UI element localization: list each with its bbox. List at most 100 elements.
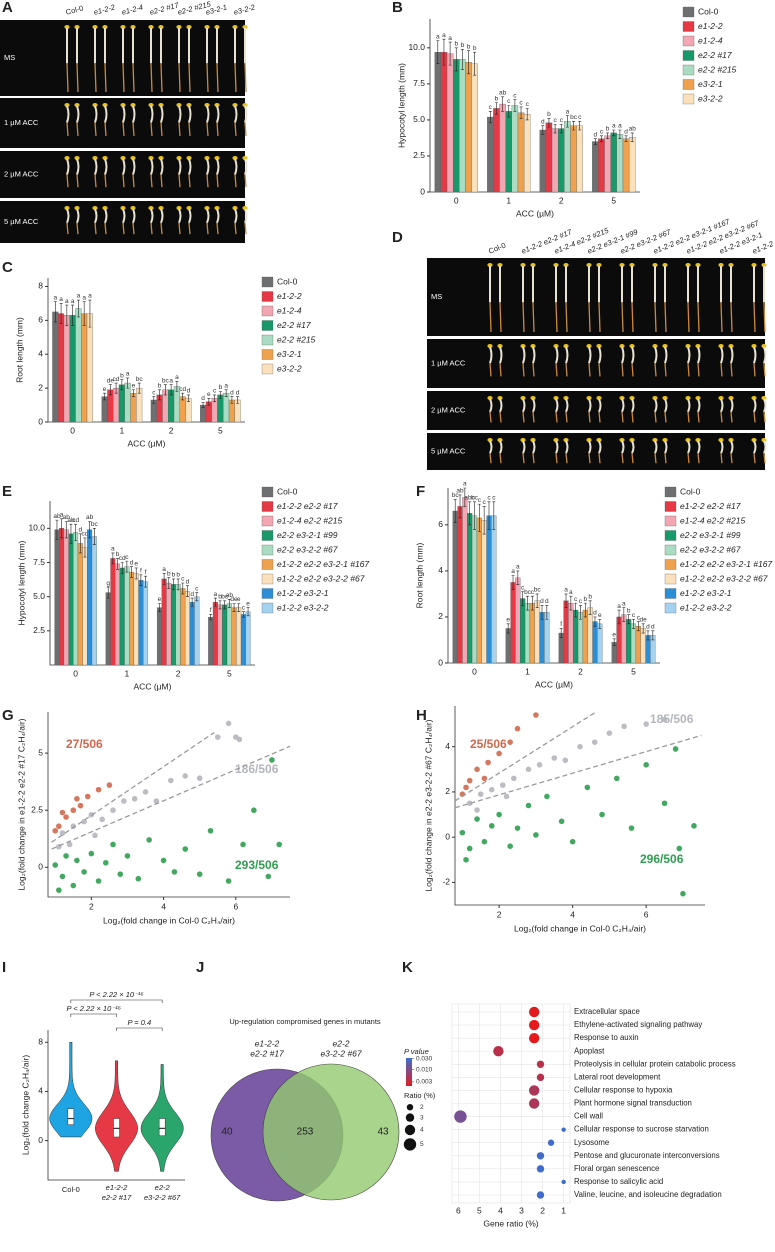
- bar: [73, 532, 79, 666]
- term-label: Floral organ senescence: [574, 1164, 659, 1173]
- error-bar: [565, 115, 569, 128]
- root: [188, 174, 191, 188]
- point: [106, 782, 113, 788]
- set-label: e2-2 #17: [250, 1048, 284, 1058]
- bar: [471, 63, 478, 193]
- error-bar: [460, 48, 464, 70]
- point: [514, 825, 521, 831]
- point: [507, 843, 513, 850]
- root: [178, 63, 181, 93]
- bar: [170, 584, 176, 666]
- error-bar: [232, 603, 236, 612]
- y-tick-label: 8: [38, 281, 43, 291]
- error-bar: [139, 574, 143, 587]
- significance-letter: d: [186, 578, 190, 585]
- point: [95, 786, 102, 793]
- significance-letter: a: [65, 298, 69, 305]
- y-axis-title: Log₂(fold change in e2-2 e3-2-2 #67 C₂H₄…: [423, 719, 433, 891]
- y-tick-label: 4: [438, 565, 443, 575]
- point: [92, 832, 98, 839]
- point: [474, 807, 480, 813]
- cotyledon: [520, 263, 526, 267]
- x-tick-label: Col-0: [62, 1185, 80, 1194]
- error-bar: [241, 611, 245, 618]
- point: [481, 775, 488, 782]
- row-label: 1 µM ACC: [4, 118, 39, 127]
- error-bar: [213, 394, 217, 402]
- cotyledon: [242, 206, 248, 210]
- legend-label: e2-2 e3-2-1 #99: [277, 530, 338, 540]
- cotyledon: [619, 344, 625, 348]
- cotyledon: [695, 396, 701, 400]
- hypocotyl: [598, 440, 602, 454]
- column-label: e2-2 #17: [149, 0, 181, 17]
- x-axis-title: Log₂(fold change in Col-0 C₂H₄/air): [514, 923, 646, 933]
- x-tick-label: 6: [644, 909, 649, 919]
- hypocotyl: [122, 208, 126, 224]
- hypocotyl: [730, 346, 734, 364]
- root: [588, 453, 591, 464]
- point: [466, 800, 473, 807]
- root: [631, 302, 634, 333]
- y-tick-label: 0: [38, 1135, 43, 1145]
- cotyledon: [242, 156, 248, 160]
- x-axis-title: Gene ratio (%): [483, 1218, 538, 1228]
- x-axis-title: ACC (µM): [535, 679, 573, 689]
- hypocotyl: [499, 346, 503, 364]
- bar: [626, 619, 632, 664]
- panel-label: F: [416, 483, 425, 500]
- significance-letter: d: [540, 598, 544, 605]
- hypocotyl: [664, 440, 668, 454]
- x-tick-label: 2: [176, 668, 181, 678]
- cotyledon: [92, 25, 98, 29]
- point: [160, 857, 167, 864]
- cotyledon: [520, 438, 526, 442]
- cotyledon: [92, 156, 98, 160]
- root: [687, 302, 690, 333]
- significance-letter: b: [219, 384, 223, 391]
- point: [121, 798, 127, 804]
- bar: [101, 396, 108, 423]
- point: [584, 784, 591, 791]
- bar: [544, 612, 550, 664]
- point: [691, 823, 697, 829]
- point: [168, 777, 174, 784]
- cotyledon: [148, 206, 154, 210]
- x-tick-label: 1: [125, 668, 130, 678]
- root: [664, 363, 667, 377]
- root: [654, 363, 657, 377]
- root: [216, 122, 219, 137]
- y-tick-label: 2: [445, 786, 450, 796]
- cotyledon: [214, 206, 220, 210]
- error-bar: [218, 600, 222, 610]
- hypocotyl: [244, 105, 248, 123]
- legend-swatch: [261, 334, 274, 346]
- dot: [528, 1006, 540, 1018]
- error-bar: [120, 562, 124, 574]
- error-bar: [223, 600, 227, 610]
- term-label: Proteolysis in cellular protein cataboli…: [574, 1059, 736, 1068]
- bar: [240, 614, 246, 666]
- venn-title: Up-regulation compromised genes in mutan…: [229, 1017, 381, 1026]
- error-bar: [599, 135, 603, 142]
- significance-letter: b: [606, 126, 610, 133]
- root: [499, 411, 502, 423]
- cotyledon: [553, 396, 559, 400]
- root: [588, 302, 591, 333]
- photo: [427, 339, 765, 388]
- root: [522, 411, 525, 423]
- error-bar: [175, 381, 179, 392]
- legend-label: e2-2 #17: [277, 320, 311, 330]
- significance-letter: a: [564, 587, 568, 594]
- significance-letter: bc: [162, 377, 170, 384]
- cotyledon: [64, 103, 70, 107]
- root: [150, 222, 153, 235]
- y-tick-label: 5: [38, 747, 43, 757]
- cotyledon: [204, 25, 210, 29]
- point: [77, 802, 84, 809]
- legend-label: e2-2 e3-2-1 #99: [680, 530, 741, 540]
- error-bar: [74, 523, 78, 541]
- root: [66, 174, 69, 188]
- size-key-label: 4: [420, 1127, 424, 1134]
- point: [643, 721, 649, 727]
